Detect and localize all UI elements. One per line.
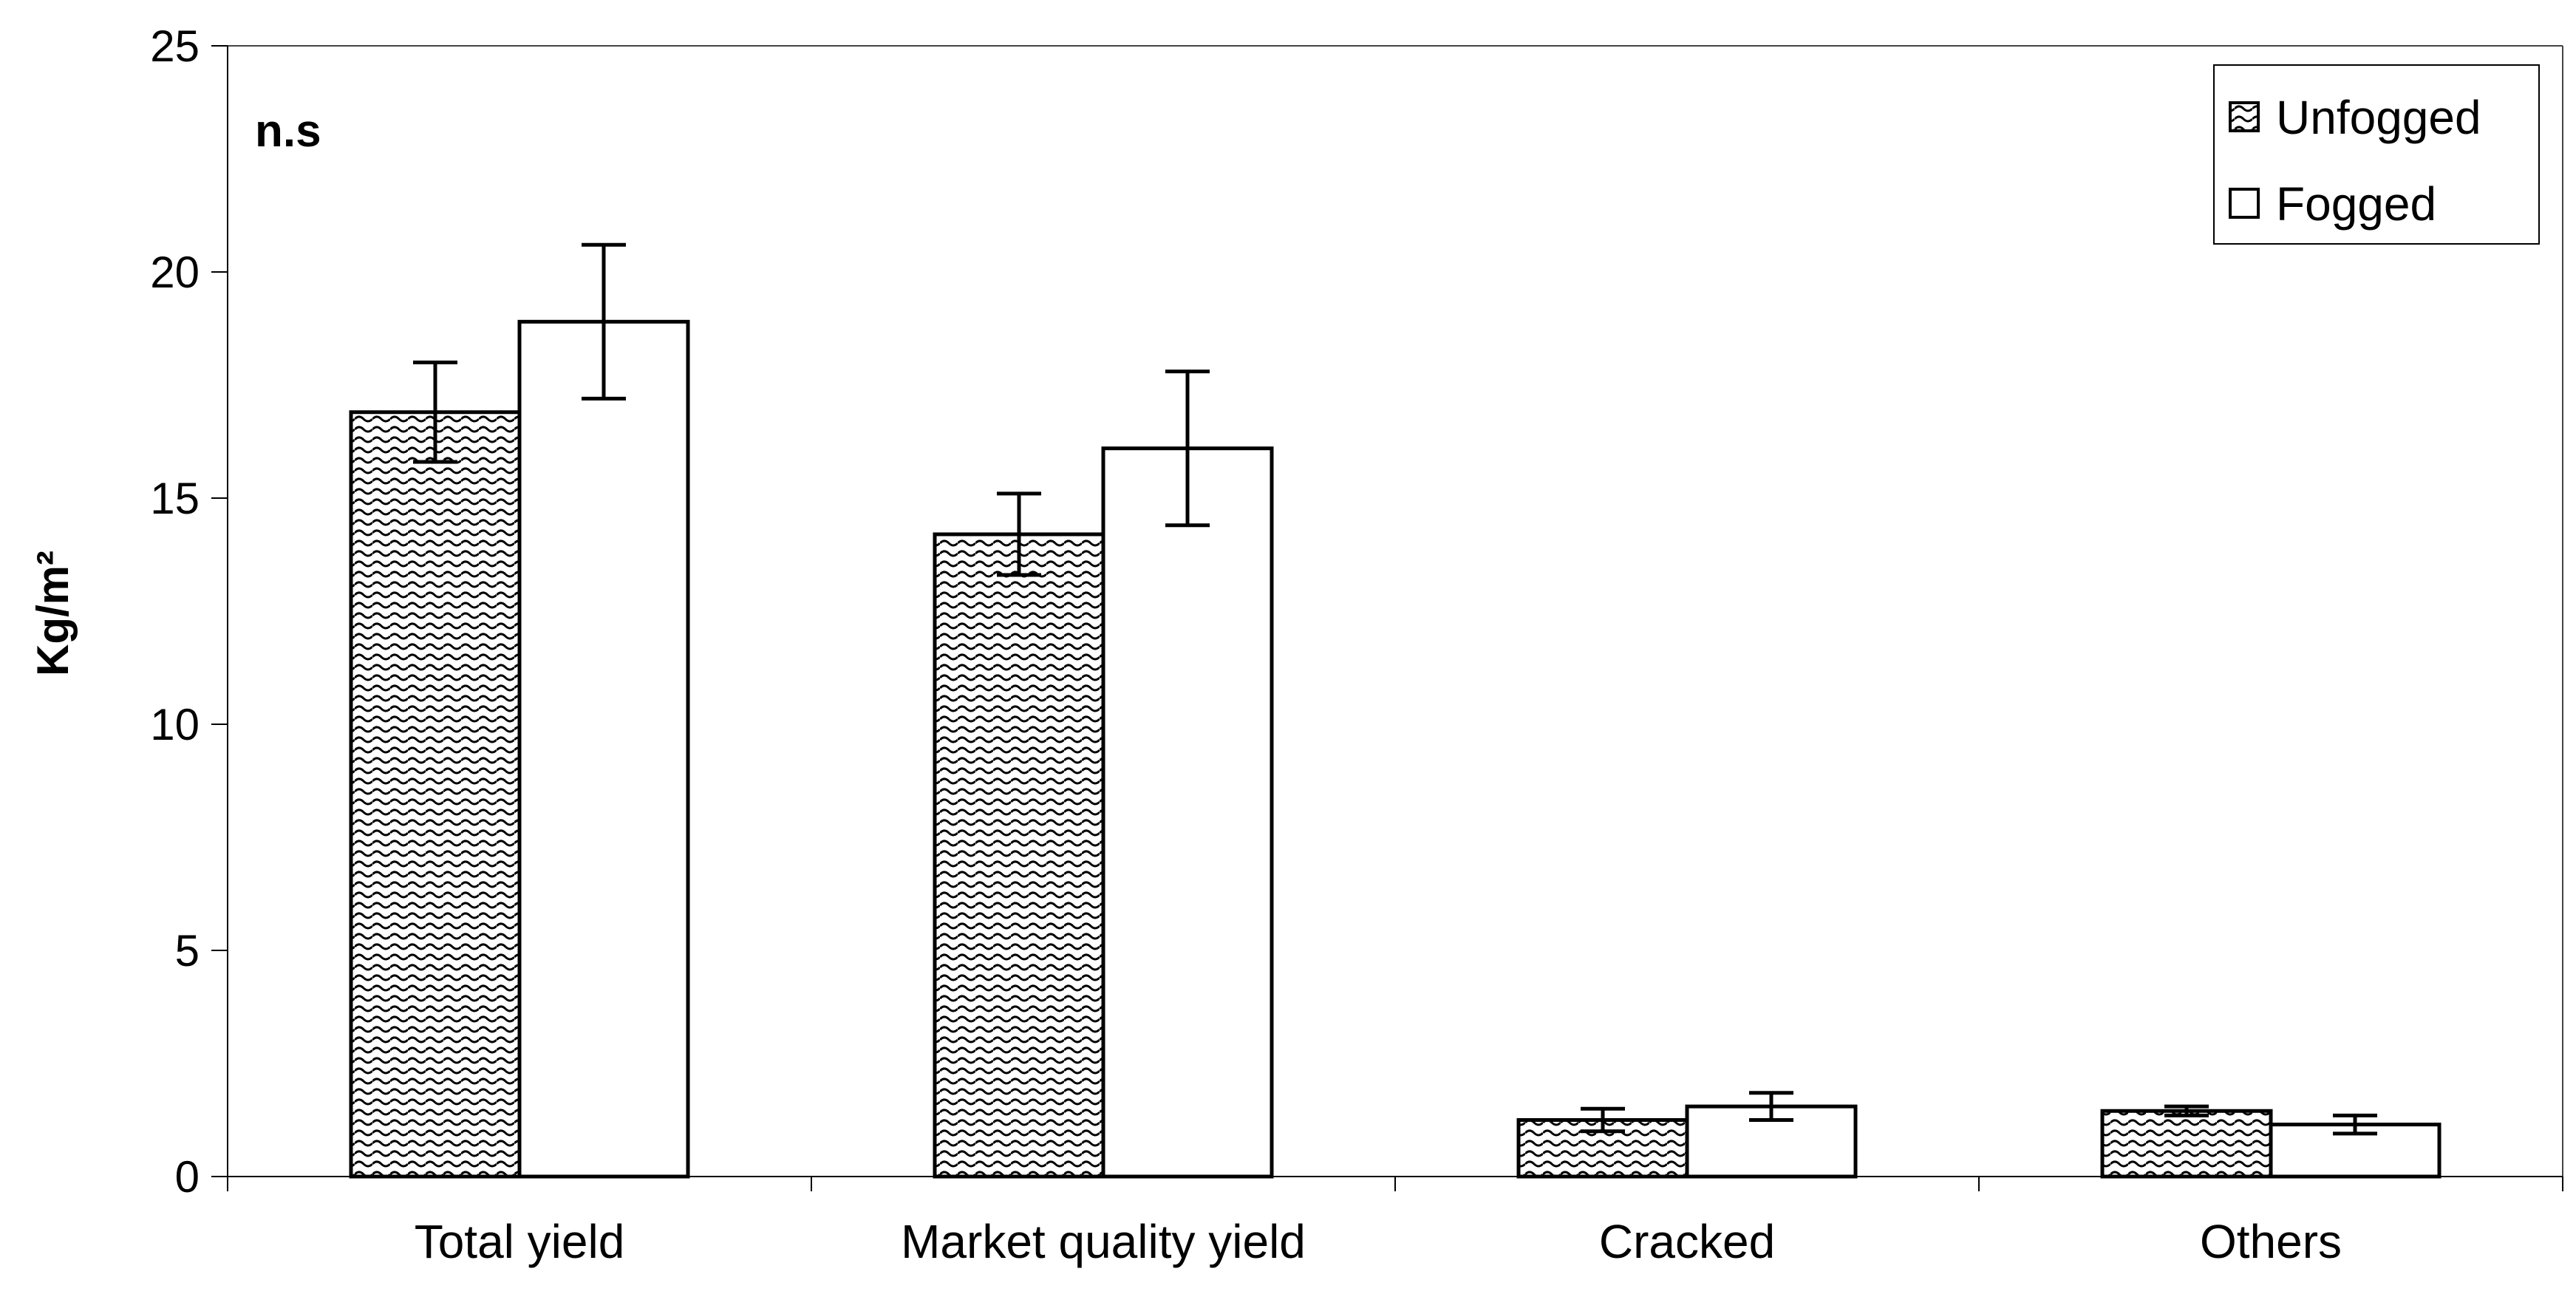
error-bar-fogged-1 (582, 242, 626, 401)
legend-box (2213, 64, 2540, 245)
x-category-label: Market quality yield (901, 1215, 1306, 1268)
y-axis-label: Kg/m² (28, 551, 78, 676)
bar-fogged-2 (1101, 446, 1274, 1179)
bar-unfogged-2 (933, 532, 1105, 1179)
x-category-label: Cracked (1599, 1215, 1775, 1268)
error-bar-unfogged-4 (2164, 1104, 2209, 1117)
legend-label-unfogged: Unfogged (2276, 91, 2481, 144)
error-bar-fogged-3 (1749, 1091, 1793, 1122)
y-tick-label: 10 (150, 700, 200, 749)
bar-unfogged-4 (2100, 1109, 2273, 1179)
error-bar-fogged-2 (1165, 370, 1210, 528)
y-tick-label: 25 (150, 21, 200, 71)
legend-swatch-unfogged (2229, 101, 2260, 132)
error-bar-fogged-4 (2333, 1113, 2377, 1136)
legend-label-fogged: Fogged (2276, 177, 2436, 231)
error-bar-unfogged-1 (413, 360, 457, 464)
legend: Unfogged Fogged (2213, 64, 2540, 245)
y-tick-label: 20 (150, 248, 200, 297)
bar-unfogged-1 (349, 410, 522, 1179)
bar-fogged-1 (517, 319, 690, 1179)
error-bar-unfogged-2 (997, 491, 1041, 577)
x-category-label: Others (2200, 1215, 2342, 1268)
significance-annotation: n.s (255, 106, 321, 157)
error-bar-unfogged-3 (1581, 1106, 1625, 1134)
x-category-label: Total yield (415, 1215, 625, 1268)
y-tick-label: 5 (175, 926, 200, 976)
y-tick-label: 15 (150, 474, 200, 523)
y-tick-label: 0 (175, 1152, 200, 1202)
legend-swatch-fogged (2229, 188, 2260, 219)
